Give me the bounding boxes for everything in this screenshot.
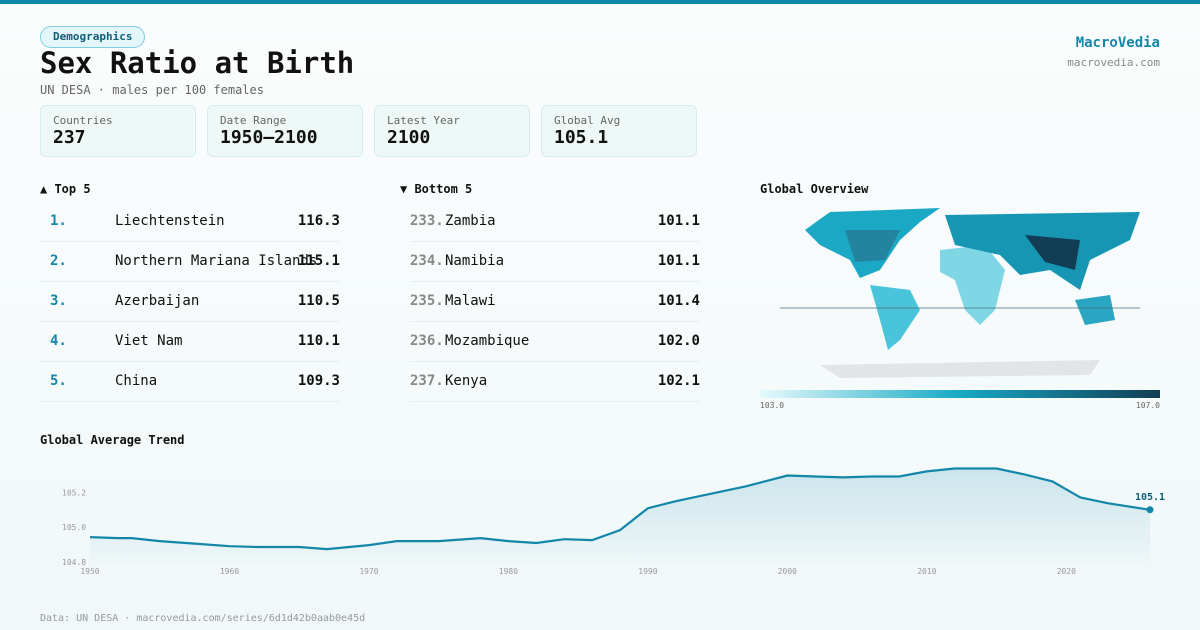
stat-label: Global Avg [554, 114, 621, 127]
rank: 3. [50, 293, 67, 309]
section-title: ▼ Bottom 5 [400, 182, 473, 196]
section-title: ▲ Top 5 [40, 182, 91, 196]
value: 101.4 [657, 293, 700, 309]
rank: 234. [410, 253, 444, 269]
list-row: 3. Azerbaijan 110.5 [40, 281, 340, 322]
x-tick-label: 1980 [499, 567, 518, 576]
country: Namibia [445, 253, 505, 269]
value: 101.1 [657, 213, 700, 229]
list-row: 2. Northern Mariana Islands 115.1 [40, 241, 340, 282]
end-label: 105.1 [1135, 492, 1165, 503]
value: 115.1 [297, 253, 340, 269]
top-bar [0, 0, 1200, 4]
list-row: 235. Malawi 101.4 [410, 281, 700, 322]
rank: 235. [410, 293, 444, 309]
list-row: 237. Kenya 102.1 [410, 361, 700, 402]
continent [820, 360, 1100, 378]
footer: Data: UN DESA · macrovedia.com/series/6d… [40, 613, 366, 624]
value: 102.1 [657, 373, 700, 389]
value: 110.5 [297, 293, 340, 309]
x-tick-label: 2020 [1057, 567, 1076, 576]
y-tick-label: 105.2 [62, 488, 86, 497]
title: Sex Ratio at Birth [40, 46, 355, 80]
value: 102.0 [657, 333, 700, 349]
list-row: 234. Namibia 101.1 [410, 241, 700, 282]
end-point [1146, 506, 1154, 514]
country: Azerbaijan [115, 293, 200, 309]
stat-card: Latest Year 2100 [374, 105, 530, 157]
scale-label: 103.0 [760, 401, 784, 410]
line [89, 467, 1151, 551]
continent [870, 285, 920, 350]
rank: 233. [410, 213, 444, 229]
stat-label: Countries [53, 114, 113, 127]
value: 110.1 [297, 333, 340, 349]
x-tick-label: 1960 [220, 567, 239, 576]
color-scale [760, 390, 1160, 398]
stat-value: 1950–2100 [220, 127, 318, 148]
list-row: 233. Zambia 101.1 [410, 201, 700, 242]
continent [845, 230, 900, 262]
stat-value: 105.1 [554, 127, 609, 148]
x-tick-label: 2000 [778, 567, 797, 576]
country: Mozambique [445, 333, 530, 349]
map: 103.0 107.0 [760, 208, 1160, 410]
list-row: 236. Mozambique 102.0 [410, 321, 700, 362]
rank: 236. [410, 333, 444, 349]
rank: 237. [410, 373, 444, 389]
list-row: 1. Liechtenstein 116.3 [40, 201, 340, 242]
rank: 2. [50, 253, 67, 269]
section-title: Global Overview [760, 182, 869, 196]
y-tick-label: 105.0 [62, 523, 86, 532]
tag[interactable]: Demographics [40, 26, 146, 48]
chart: 104.8 105.0 105.2 1950 1960 1970 1980 1990 2000 2… [62, 467, 1165, 576]
list-row: 5. China 109.3 [40, 361, 340, 402]
stat-label: Latest Year [387, 114, 460, 127]
area [90, 468, 1150, 562]
rank: 1. [50, 213, 67, 229]
country: Viet Nam [115, 333, 183, 349]
y-tick-label: 104.8 [62, 558, 86, 567]
value: 116.3 [297, 213, 340, 229]
scale-label: 107.0 [1136, 401, 1160, 410]
x-tick-label: 1990 [638, 567, 657, 576]
stat-card: Date Range 1950–2100 [207, 105, 363, 157]
x-tick-label: 2010 [917, 567, 936, 576]
brand-url[interactable]: macrovedia.com [1067, 56, 1160, 69]
chart-title: Global Average Trend [40, 433, 185, 447]
stat-label: Date Range [220, 114, 287, 127]
stat-value: 237 [53, 127, 86, 148]
rank: 4. [50, 333, 67, 349]
value: 101.1 [657, 253, 700, 269]
country: China [115, 373, 158, 389]
continent [1075, 295, 1115, 325]
country: Kenya [445, 373, 488, 389]
x-tick-label: 1970 [359, 567, 378, 576]
list-row: 4. Viet Nam 110.1 [40, 321, 340, 362]
subtitle: UN DESA · males per 100 females [40, 83, 264, 97]
stat-card: Countries 237 [40, 105, 196, 157]
rank: 5. [50, 373, 67, 389]
value: 109.3 [297, 373, 340, 389]
country: Zambia [445, 213, 496, 229]
continent [1025, 235, 1080, 270]
x-tick-label: 1950 [80, 567, 99, 576]
continent [940, 245, 1005, 325]
stat-card: Global Avg 105.1 [541, 105, 697, 157]
country: Liechtenstein [115, 213, 225, 229]
country: Northern Mariana Islands [115, 253, 318, 269]
brand[interactable]: MacroVedia [1075, 35, 1160, 51]
country: Malawi [445, 293, 496, 309]
stat-value: 2100 [387, 127, 431, 148]
